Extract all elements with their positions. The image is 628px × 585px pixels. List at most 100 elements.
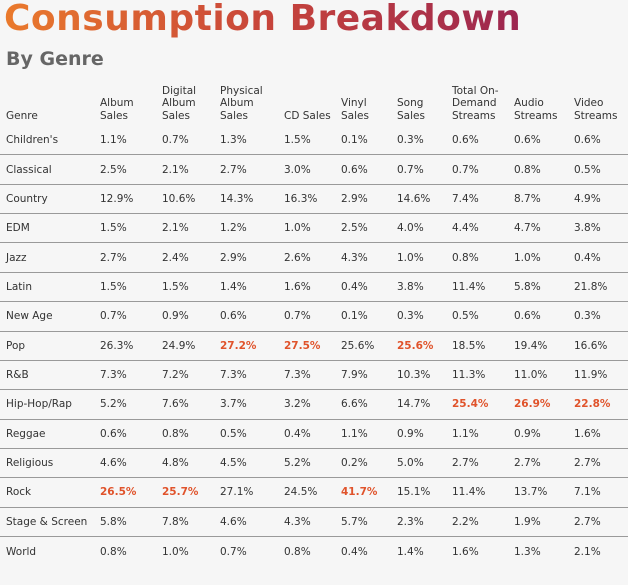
value-cell: 25.7% xyxy=(162,486,199,499)
value-cell: 0.7% xyxy=(220,545,247,558)
value-cell: 22.8% xyxy=(574,398,611,411)
table-row: Children's 1.1% 0.7% 1.3% 1.5% 0.1% 0.3% 0.6% 0.… xyxy=(0,126,628,156)
value-cell: 1.1% xyxy=(341,427,368,440)
genre-cell: New Age xyxy=(6,310,53,323)
value-cell: 2.7% xyxy=(100,251,127,264)
value-cell: 0.6% xyxy=(514,310,541,323)
value-cell: 0.6% xyxy=(220,310,247,323)
value-cell: 11.0% xyxy=(514,369,548,382)
value-cell: 1.1% xyxy=(100,134,127,147)
genre-cell: Latin xyxy=(6,280,32,293)
table-row: Rock 26.5% 25.7% 27.1% 24.5% 41.7% 15.1% 11.4% 1… xyxy=(0,478,628,508)
table-row: Country 12.9% 10.6% 14.3% 16.3% 2.9% 14.6% 7.4%… xyxy=(0,185,628,215)
value-cell: 27.1% xyxy=(220,486,254,499)
value-cell: 1.5% xyxy=(100,280,127,293)
column-header: Total On-Demand Streams xyxy=(452,84,499,122)
value-cell: 4.6% xyxy=(220,515,247,528)
value-cell: 5.2% xyxy=(284,457,311,470)
genre-cell: Jazz xyxy=(6,251,27,264)
value-cell: 5.8% xyxy=(514,280,541,293)
value-cell: 7.1% xyxy=(574,486,601,499)
value-cell: 1.5% xyxy=(162,280,189,293)
value-cell: 0.7% xyxy=(284,310,311,323)
table-row: Classical 2.5% 2.1% 2.7% 3.0% 0.6% 0.7% 0.7% 0.8… xyxy=(0,155,628,185)
value-cell: 8.7% xyxy=(514,192,541,205)
value-cell: 0.4% xyxy=(284,427,311,440)
value-cell: 1.3% xyxy=(514,545,541,558)
value-cell: 1.5% xyxy=(100,222,127,235)
value-cell: 25.4% xyxy=(452,398,489,411)
genre-cell: Pop xyxy=(6,339,26,352)
value-cell: 1.2% xyxy=(220,222,247,235)
value-cell: 25.6% xyxy=(341,339,375,352)
value-cell: 4.4% xyxy=(452,222,479,235)
value-cell: 16.6% xyxy=(574,339,608,352)
value-cell: 3.0% xyxy=(284,163,311,176)
value-cell: 2.6% xyxy=(284,251,311,264)
value-cell: 11.3% xyxy=(452,369,486,382)
table-row: Reggae 0.6% 0.8% 0.5% 0.4% 1.1% 0.9% 1.1% 0.9% 1.… xyxy=(0,420,628,449)
value-cell: 14.3% xyxy=(220,192,254,205)
genre-cell: Stage & Screen xyxy=(6,515,88,528)
value-cell: 0.5% xyxy=(452,310,479,323)
value-cell: 5.7% xyxy=(341,515,368,528)
column-header: Digital Album Sales xyxy=(162,84,197,122)
value-cell: 1.6% xyxy=(452,545,479,558)
value-cell: 1.4% xyxy=(397,545,424,558)
value-cell: 25.6% xyxy=(397,339,434,352)
genre-cell: Rock xyxy=(6,486,32,499)
value-cell: 7.8% xyxy=(162,515,189,528)
value-cell: 7.6% xyxy=(162,398,189,411)
value-cell: 2.9% xyxy=(220,251,247,264)
value-cell: 1.3% xyxy=(220,134,247,147)
table: Genre Album Sales Digital Album Sales Physi… xyxy=(0,80,628,566)
value-cell: 0.9% xyxy=(162,310,189,323)
value-cell: 1.1% xyxy=(452,427,479,440)
value-cell: 11.4% xyxy=(452,486,486,499)
value-cell: 2.1% xyxy=(574,545,601,558)
value-cell: 2.1% xyxy=(162,163,189,176)
value-cell: 0.6% xyxy=(100,427,127,440)
value-cell: 7.3% xyxy=(220,369,247,382)
value-cell: 0.6% xyxy=(574,134,601,147)
value-cell: 26.5% xyxy=(100,486,137,499)
value-cell: 26.3% xyxy=(100,339,134,352)
value-cell: 3.2% xyxy=(284,398,311,411)
value-cell: 0.8% xyxy=(162,427,189,440)
value-cell: 0.5% xyxy=(574,163,601,176)
value-cell: 7.9% xyxy=(341,369,368,382)
genre-cell: World xyxy=(6,545,37,558)
genre-cell: Hip-Hop/Rap xyxy=(6,398,72,411)
value-cell: 2.9% xyxy=(341,192,368,205)
column-header: CD Sales xyxy=(284,109,331,122)
value-cell: 2.7% xyxy=(574,515,601,528)
value-cell: 4.7% xyxy=(514,222,541,235)
table-row: New Age 0.7% 0.9% 0.6% 0.7% 0.1% 0.3% 0.5% 0.6% 0… xyxy=(0,302,628,332)
value-cell: 1.0% xyxy=(162,545,189,558)
value-cell: 24.5% xyxy=(284,486,318,499)
value-cell: 1.6% xyxy=(574,427,601,440)
table-row: R&B 7.3% 7.2% 7.3% 7.3% 7.9% 10.3% 11.3% 11.0% 11… xyxy=(0,361,628,391)
value-cell: 21.8% xyxy=(574,280,608,293)
value-cell: 0.2% xyxy=(341,457,368,470)
value-cell: 0.6% xyxy=(514,134,541,147)
value-cell: 0.6% xyxy=(452,134,479,147)
value-cell: 26.9% xyxy=(514,398,551,411)
value-cell: 7.2% xyxy=(162,369,189,382)
value-cell: 0.8% xyxy=(452,251,479,264)
value-cell: 0.7% xyxy=(100,310,127,323)
value-cell: 0.4% xyxy=(341,280,368,293)
value-cell: 2.3% xyxy=(397,515,424,528)
value-cell: 10.6% xyxy=(162,192,196,205)
table-row: Pop 26.3% 24.9% 27.2% 27.5% 25.6% 25.6% 18.5% 19… xyxy=(0,332,628,361)
value-cell: 19.4% xyxy=(514,339,548,352)
value-cell: 2.4% xyxy=(162,251,189,264)
genre-cell: Religious xyxy=(6,457,54,470)
value-cell: 0.4% xyxy=(341,545,368,558)
value-cell: 0.6% xyxy=(341,163,368,176)
value-cell: 4.3% xyxy=(341,251,368,264)
value-cell: 11.4% xyxy=(452,280,486,293)
value-cell: 18.5% xyxy=(452,339,486,352)
value-cell: 41.7% xyxy=(341,486,378,499)
